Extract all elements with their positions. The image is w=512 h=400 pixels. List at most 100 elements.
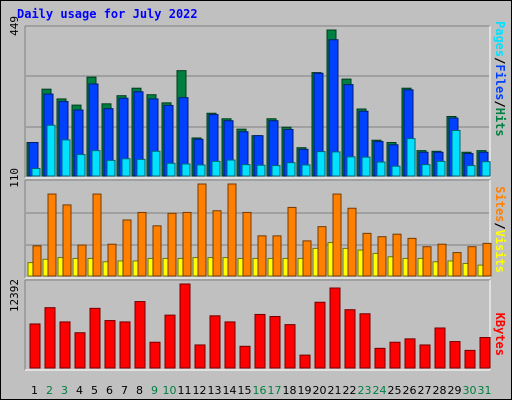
- day-label: 12: [193, 384, 207, 397]
- day-label: 23: [358, 384, 372, 397]
- day-label: 14: [223, 384, 237, 397]
- sites-bar: [257, 235, 267, 277]
- day-label: 11: [178, 384, 192, 397]
- kbytes-bar: [149, 341, 161, 369]
- kbytes-bar: [404, 338, 416, 369]
- sites-bar: [302, 240, 312, 277]
- kbytes-bar: [434, 327, 446, 369]
- pages-bar: [481, 161, 491, 177]
- pages-bar: [196, 164, 206, 177]
- pages-bar: [166, 162, 176, 177]
- kbytes-bar: [389, 341, 401, 369]
- pages-bar: [121, 158, 131, 177]
- day-label: 17: [268, 384, 282, 397]
- kbytes-bar: [374, 347, 386, 369]
- pages-bar: [256, 164, 266, 177]
- sites-bar: [377, 236, 387, 277]
- sites-bar: [242, 211, 252, 277]
- kbytes-bar: [119, 321, 131, 369]
- pages-bar: [241, 164, 251, 177]
- kbytes-bar: [209, 315, 221, 369]
- pages-bar: [376, 161, 386, 177]
- day-label: 28: [433, 384, 447, 397]
- day-label: 29: [448, 384, 462, 397]
- kbytes-bar: [269, 315, 281, 369]
- sites-bar: [167, 212, 177, 277]
- sites-bar: [152, 225, 162, 277]
- pages-bar: [151, 150, 161, 177]
- kbytes-bar: [464, 349, 476, 369]
- kbytes-bar: [329, 287, 341, 369]
- kbytes-bar: [179, 283, 191, 369]
- sites-bar: [437, 243, 447, 277]
- sites-bar: [467, 246, 477, 277]
- day-label: 8: [136, 384, 143, 397]
- day-label: 13: [208, 384, 222, 397]
- day-label: 9: [151, 384, 158, 397]
- sites-bar: [482, 242, 492, 277]
- kbytes-bar: [59, 321, 71, 369]
- sites-bar: [407, 237, 417, 277]
- sites-bar: [347, 207, 357, 277]
- day-label: 25: [388, 384, 402, 397]
- sites-bar: [107, 243, 117, 277]
- day-label: 26: [403, 384, 417, 397]
- kbytes-bar: [224, 321, 236, 369]
- pages-bar: [76, 154, 86, 177]
- kbytes-bar: [89, 307, 101, 369]
- pages-bar: [346, 156, 356, 177]
- day-label: 15: [238, 384, 252, 397]
- sites-bar: [212, 210, 222, 277]
- day-label: 4: [76, 384, 83, 397]
- kbytes-bar: [284, 324, 296, 369]
- sites-bar: [422, 246, 432, 277]
- pages-bar: [466, 165, 476, 177]
- kbytes-bar: [299, 354, 311, 369]
- day-label: 20: [313, 384, 327, 397]
- day-label: 24: [373, 384, 387, 397]
- sites-bar: [197, 183, 207, 277]
- sites-bar: [227, 183, 237, 277]
- sites-bar: [452, 252, 462, 277]
- day-label: 16: [253, 384, 267, 397]
- day-label: 3: [61, 384, 68, 397]
- pages-bar: [361, 156, 371, 177]
- pages-bar: [301, 164, 311, 177]
- chart-title: Daily usage for July 2022: [17, 7, 198, 21]
- day-label: 22: [343, 384, 357, 397]
- kbytes-bar: [164, 314, 176, 369]
- sites-bar: [47, 193, 57, 277]
- kbytes-bar: [29, 323, 41, 369]
- sites-bar: [287, 206, 297, 277]
- day-label: 30: [463, 384, 477, 397]
- day-label: 7: [121, 384, 128, 397]
- pages-bar: [286, 162, 296, 177]
- kbytes-bar: [134, 301, 146, 369]
- pages-bar: [61, 139, 71, 177]
- pages-bar: [46, 124, 56, 177]
- pages-bar: [226, 159, 236, 177]
- kbytes-bar: [344, 309, 356, 369]
- kbytes-bar: [104, 320, 116, 369]
- kbytes-bar: [194, 344, 206, 369]
- day-label: 31: [478, 384, 492, 397]
- sites-bar: [92, 193, 102, 277]
- pages-bar: [271, 165, 281, 177]
- sites-bar: [392, 233, 402, 277]
- pages-bar: [436, 160, 446, 177]
- pages-bar: [331, 151, 341, 177]
- kbytes-bar: [479, 336, 491, 369]
- day-label: 27: [418, 384, 432, 397]
- pages-bar: [31, 168, 41, 177]
- sites-bar: [77, 244, 87, 277]
- pages-bar: [316, 151, 326, 177]
- kbytes-bar: [239, 345, 251, 369]
- sites-bar: [32, 245, 42, 277]
- kbytes-bar: [74, 332, 86, 369]
- pages-bar: [391, 165, 401, 177]
- day-label: 6: [106, 384, 113, 397]
- day-label: 1: [31, 384, 38, 397]
- pages-bar: [421, 164, 431, 177]
- pages-bar: [106, 159, 116, 177]
